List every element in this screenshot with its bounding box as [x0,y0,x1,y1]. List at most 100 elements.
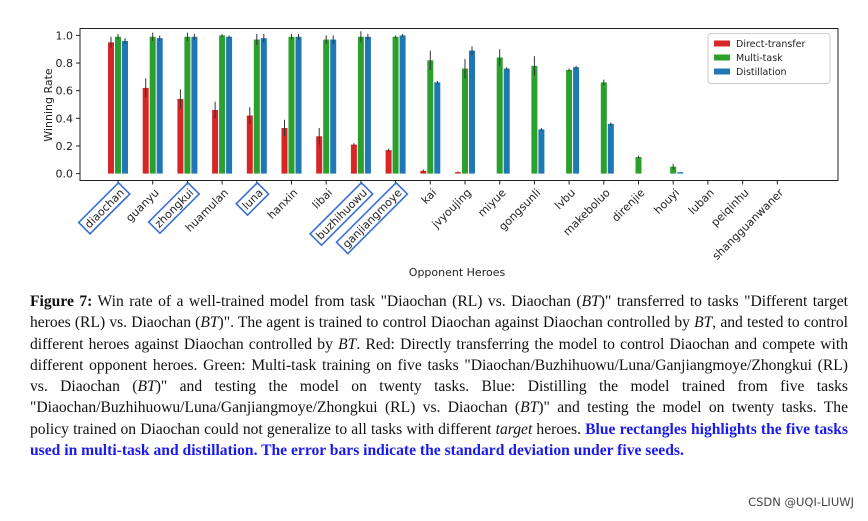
x-tick-label: lvbu [552,186,578,212]
legend-label: Multi-task [736,53,783,64]
caption-text: Win rate of a well-trained model from ta… [92,293,582,310]
bar [191,36,198,174]
legend-swatch [714,54,730,61]
bar [635,157,642,174]
caption: Figure 7: Win rate of a well-trained mod… [30,291,848,461]
caption-text: BT [694,314,713,332]
bar [246,115,253,174]
caption-text: , and tested to control different heroes… [30,314,848,353]
bar [399,35,406,174]
caption-text: heroes. [532,420,586,438]
bar [392,36,399,174]
bar [184,36,191,174]
bar [566,69,573,174]
bar [122,40,128,174]
bar [115,36,121,174]
x-tick-group: houyi [652,186,683,217]
bar [212,110,219,174]
caption-text: BT [137,378,156,396]
x-tick-group: libai [310,186,335,211]
x-tick-group: direnjie [609,186,647,224]
bar [503,68,510,174]
caption-text: )" and testing the model on twenty tasks… [30,399,849,438]
caption-text: BT [581,293,600,310]
bar [670,166,677,174]
y-tick-label: 0.8 [56,57,74,70]
bar [177,98,184,174]
bar [434,82,441,174]
bar [427,60,434,174]
bar [156,38,163,174]
bar [350,144,357,174]
chart: Winning Rate Opponent Heroes 0.0 0.2 0.4 0.… [42,28,839,279]
bar [288,36,295,174]
caption-text: BT [520,399,539,417]
legend-box [707,33,831,84]
x-axis-label: Opponent Heroes [409,266,506,279]
x-tick-group: luban [686,186,717,217]
highlight-box [235,181,270,217]
highlight-box [147,181,201,235]
bar [295,36,302,174]
x-tick-label: direnjie [609,186,647,224]
caption-text: )" transferred to tasks "Different targe… [30,293,849,332]
x-tick-group: miyue [475,186,508,219]
x-tick-label: kai [419,186,439,206]
bar [573,67,580,174]
x-tick-label: luna [240,186,266,212]
bar [357,36,364,174]
caption-text: )" and testing the model on twenty tasks… [30,378,848,417]
bar [469,50,475,174]
y-tick-label: 1.0 [56,29,74,42]
bar [330,39,337,174]
legend-swatch [714,40,730,47]
y-tick-label: 0.6 [56,85,74,98]
bar [462,68,468,174]
bar [538,129,545,174]
bar [219,35,226,174]
x-tick-group: luna [235,181,270,217]
x-tick-group: lvbu [552,186,578,212]
x-tick-group: kai [419,186,439,206]
bar [142,87,149,174]
bar [260,38,267,174]
bar [607,123,614,174]
bar [677,172,684,174]
bar [496,57,503,174]
x-tick-group: hanxin [265,186,301,222]
caption-text: BT [200,314,219,332]
legend-label: Direct-transfer [736,39,805,50]
y-tick-label: 0.2 [56,140,74,153]
caption-text: BT [338,335,357,353]
bar [108,42,114,174]
highlight-box [309,181,374,247]
x-tick-label: miyue [475,186,508,219]
legend-label: Distillation [736,67,787,78]
bar [600,82,607,174]
caption-text: Blue rectangles highlights the five task… [30,420,848,460]
bar [149,36,156,174]
bar [253,39,260,174]
legend-swatch [714,68,730,75]
plot-frame [79,28,839,181]
x-tick-label: luban [686,186,717,217]
figure-label: Figure 7: [30,293,93,310]
bar [364,36,371,174]
x-tick-group: diaochan [77,181,131,235]
x-tick-label: houyi [652,186,683,217]
bar [385,150,392,174]
y-tick-label: 0.4 [56,112,74,125]
x-tick-label: diaochan [82,186,127,231]
highlight-box [335,181,409,255]
caption-text: )". The agent is trained to control Diao… [218,314,695,332]
y-tick-label: 0.0 [56,168,74,181]
highlight-box [77,181,131,235]
bar [316,136,323,174]
watermark: CSDN @UQI-LIUWJ [748,495,854,509]
x-tick-label: libai [310,186,335,211]
bar [226,36,233,174]
bar [323,39,330,174]
x-tick-label: hanxin [265,186,301,222]
bar [281,127,288,174]
